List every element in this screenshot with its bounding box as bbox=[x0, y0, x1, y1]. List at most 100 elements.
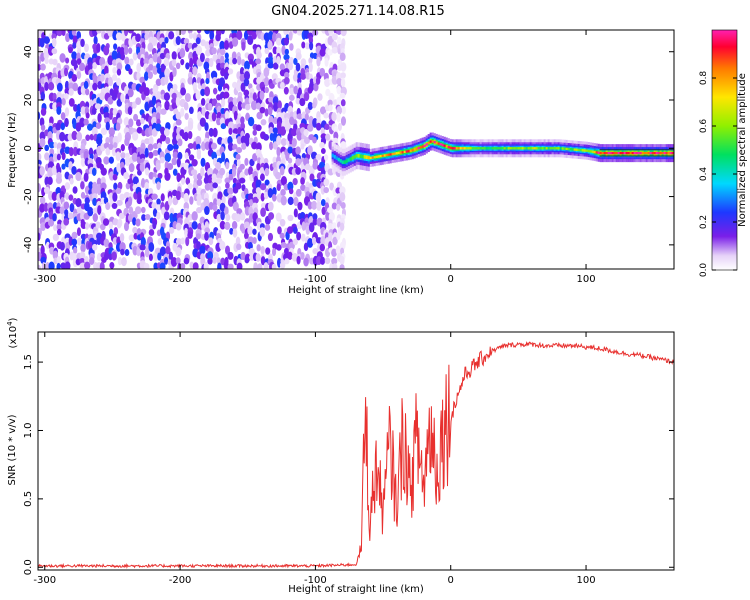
spectrogram-cell bbox=[293, 196, 299, 207]
spectrogram-cell bbox=[271, 73, 278, 81]
spectrogram-cell bbox=[171, 102, 178, 110]
spectrogram-cell bbox=[307, 238, 314, 248]
spectrogram-cell bbox=[148, 64, 154, 71]
spectrogram-cell bbox=[589, 150, 592, 153]
spectrogram-cell bbox=[196, 207, 203, 214]
spectrogram-cell bbox=[68, 161, 73, 171]
spectrogram-cell bbox=[207, 257, 213, 265]
spectrogram-cell bbox=[559, 147, 562, 150]
spectrogram-cell bbox=[99, 92, 106, 101]
spectrogram-cell bbox=[100, 127, 108, 136]
spectrogram-cell bbox=[283, 54, 290, 61]
spectrogram-cell bbox=[136, 62, 142, 73]
figure-title: GN04.2025.271.14.08.R15 bbox=[271, 4, 445, 19]
spectrogram-cell bbox=[449, 146, 452, 150]
spectrogram-cell bbox=[260, 245, 265, 255]
spectrogram-cell bbox=[271, 193, 277, 202]
spectrogram-cell bbox=[239, 177, 246, 184]
spectrogram-cell bbox=[359, 154, 362, 158]
spectrogram-cell bbox=[479, 147, 482, 150]
spectrogram-cell bbox=[113, 182, 118, 191]
spectrogram-cell bbox=[429, 140, 432, 143]
spectrogram-cell bbox=[38, 182, 41, 193]
spectrogram-cell bbox=[176, 157, 181, 168]
spectrogram-cell bbox=[195, 45, 203, 56]
spectrogram-cell bbox=[281, 45, 286, 56]
spectrogram-cell bbox=[563, 147, 566, 150]
spectrogram-cell bbox=[551, 147, 554, 150]
spectrogram-cell bbox=[47, 176, 53, 186]
spectrogram-cell bbox=[236, 147, 243, 154]
spectrogram-cell bbox=[323, 112, 329, 119]
spectrogram-cell bbox=[288, 31, 293, 41]
spectrogram-cell bbox=[72, 246, 78, 255]
spectrogram-cell bbox=[164, 172, 171, 181]
spectrogram-cell bbox=[335, 245, 341, 255]
spectrogram-cell bbox=[323, 178, 330, 187]
spectrogram-cell bbox=[151, 193, 158, 200]
spectrogram-cell bbox=[38, 232, 41, 242]
spectrogram-cell bbox=[108, 76, 114, 87]
spectrogram-cell bbox=[255, 58, 262, 65]
spectrogram-cell bbox=[285, 151, 290, 162]
y-tick-label: 1.5 bbox=[23, 354, 34, 370]
spectrogram-cell bbox=[120, 248, 125, 256]
spectrogram-cell bbox=[323, 186, 330, 194]
spectrogram-cell bbox=[635, 151, 638, 155]
spectrogram-cell bbox=[607, 151, 610, 155]
spectrogram-cell bbox=[111, 92, 118, 101]
spectrogram-cell bbox=[165, 122, 171, 131]
spectrogram-cell bbox=[135, 218, 141, 227]
spectrogram-cell bbox=[96, 186, 102, 196]
spectrogram-cell bbox=[152, 52, 159, 63]
snr-y-label: SNR (10 * v/v) bbox=[7, 414, 18, 485]
spectrogram-cell bbox=[156, 181, 161, 191]
spectrogram-cell bbox=[248, 248, 255, 256]
spectrogram-cell bbox=[187, 121, 194, 131]
spectrogram-cell bbox=[160, 108, 167, 115]
spectrogram-cell bbox=[128, 47, 133, 55]
spectrogram-cell bbox=[163, 128, 170, 137]
spectrogram-cell bbox=[279, 63, 285, 71]
spectrogram-cell bbox=[507, 147, 510, 150]
spectrogram-cell bbox=[88, 257, 95, 265]
spectrogram-cell bbox=[339, 255, 345, 266]
spectrogram-cell bbox=[423, 144, 426, 148]
spectrogram-cell bbox=[247, 193, 255, 202]
spectrogram-cell bbox=[51, 191, 58, 201]
spectrogram-cell bbox=[263, 262, 269, 269]
spectrogram-cell bbox=[221, 97, 226, 108]
spectrogram-cell bbox=[503, 147, 506, 150]
spectrogram-cell bbox=[276, 183, 281, 192]
spectrogram-cell bbox=[295, 167, 302, 175]
spectrogram-cell bbox=[227, 251, 234, 260]
spectrogram-cell bbox=[56, 106, 62, 115]
spectrogram-cell bbox=[188, 106, 194, 115]
spectrogram-cell bbox=[629, 151, 632, 155]
spectrogram-cell bbox=[172, 83, 178, 91]
spectrogram-cell bbox=[196, 152, 201, 160]
snr-scale-label: (x104) bbox=[6, 317, 19, 348]
spectrogram-cell bbox=[547, 147, 550, 150]
spectrogram-cell bbox=[521, 147, 524, 150]
spectrogram-cell bbox=[663, 151, 666, 155]
spectrogram-cell bbox=[147, 71, 154, 79]
spectrogram-cell bbox=[611, 151, 614, 155]
spectrogram-cell bbox=[52, 153, 59, 162]
spectrogram-cell bbox=[72, 82, 79, 92]
spectrogram-cell bbox=[391, 152, 394, 156]
spectrogram-cell bbox=[280, 176, 287, 186]
spectrogram-cell bbox=[269, 141, 274, 151]
spectrogram-cell bbox=[421, 145, 424, 148]
spectrogram-cell bbox=[43, 36, 50, 45]
spectrogram-cell bbox=[139, 244, 146, 251]
spectrogram-cell bbox=[76, 40, 82, 50]
spectrogram-cell bbox=[205, 78, 210, 85]
spectrogram-cell bbox=[529, 147, 532, 150]
colorbar-tick-label: 0.2 bbox=[699, 215, 709, 229]
spectrogram-cell bbox=[601, 151, 604, 155]
spectrogram-cell bbox=[239, 163, 245, 170]
spectrogram-cell bbox=[247, 116, 255, 127]
spectrogram-cell bbox=[571, 148, 574, 151]
spectrogram-cell bbox=[64, 107, 70, 117]
